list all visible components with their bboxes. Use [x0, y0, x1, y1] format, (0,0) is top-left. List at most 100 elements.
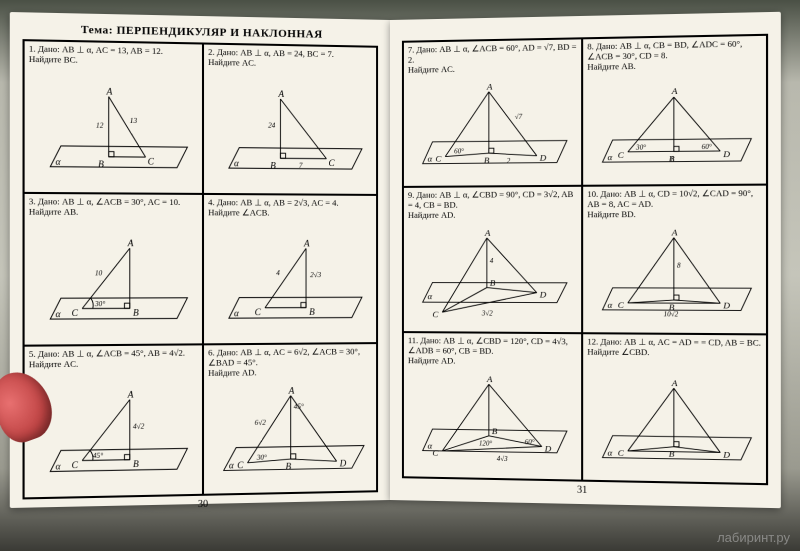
problem-find: Найдите AC. [29, 358, 78, 369]
problem-text: 8. Дано: AB ⊥ α, CB = BD, ∠ADC = 60°, ∠A… [587, 39, 761, 79]
svg-text:A: A [127, 238, 134, 248]
svg-text:45°: 45° [294, 403, 304, 411]
svg-text:C: C [255, 307, 262, 317]
diagram-3: A B C α 10 30° [29, 234, 198, 341]
svg-text:60°: 60° [525, 439, 535, 446]
svg-text:A: A [486, 374, 493, 384]
problem-text: 11. Дано: AB ⊥ α, ∠CBD = 120°, CD = 4√3,… [408, 336, 577, 374]
svg-text:A: A [671, 227, 678, 237]
svg-text:A: A [127, 389, 134, 399]
svg-text:2: 2 [507, 158, 511, 165]
svg-text:B: B [669, 448, 675, 458]
svg-text:4√2: 4√2 [133, 422, 145, 430]
problem-cell-7: 7. Дано: AB ⊥ α, ∠ACB = 60°, AD = √7, BD… [403, 38, 582, 187]
svg-text:120°: 120° [479, 440, 492, 447]
svg-text:α: α [428, 154, 433, 164]
book-spread: Тема: ПЕРПЕНДИКУЛЯР И НАКЛОННАЯ 1. Дано:… [20, 20, 780, 500]
problem-num: 1. [29, 43, 36, 53]
problem-cell-4: 4. Дано: AB ⊥ α, AB = 2√3, AC = 4. Найди… [203, 194, 377, 344]
diagram-5: A B C α 4√2 45° [29, 385, 198, 494]
svg-text:α: α [229, 460, 234, 470]
diagram-4: A B C α 4 2√3 [208, 235, 372, 341]
problem-find: Найдите AD. [208, 367, 256, 378]
svg-text:A: A [484, 228, 491, 238]
problem-given: Дано: AB ⊥ α, ∠CBD = 90°, CD = 3√2, AB =… [408, 189, 573, 210]
svg-text:α: α [608, 300, 613, 310]
problem-find: Найдите AD. [408, 355, 455, 365]
problem-text: 10. Дано: AB ⊥ α, CD = 10√2, ∠CAD = 90°,… [587, 189, 761, 227]
svg-text:24: 24 [268, 122, 276, 130]
svg-text:α: α [56, 309, 61, 319]
diagram-11: A B C D α 120° 60° 4√3 [408, 372, 577, 476]
diagram-6: A B C D α 6√2 30° 45° [208, 383, 372, 490]
problem-num: 2. [208, 47, 215, 57]
svg-text:D: D [539, 290, 547, 300]
problem-num: 12. [587, 336, 598, 346]
problems-grid-right: 7. Дано: AB ⊥ α, ∠ACB = 60°, AD = √7, BD… [402, 34, 768, 485]
svg-text:7: 7 [299, 162, 303, 170]
problem-find: Найдите ∠ACB. [208, 207, 269, 217]
svg-text:30°: 30° [94, 300, 106, 308]
svg-text:8: 8 [677, 263, 681, 270]
problem-cell-11: 11. Дано: AB ⊥ α, ∠CBD = 120°, CD = 4√3,… [403, 332, 582, 481]
problem-given: Дано: AB ⊥ α, AC = 6√2, ∠ACB = 30°, ∠BAD… [208, 346, 360, 367]
problem-cell-2: 2. Дано: AB ⊥ α, AB = 24, BC = 7. Найдит… [203, 44, 377, 195]
problem-find: Найдите ∠CBD. [587, 346, 649, 357]
problem-text: 4. Дано: AB ⊥ α, AB = 2√3, AC = 4. Найди… [208, 198, 372, 235]
svg-text:4: 4 [276, 269, 280, 277]
problem-num: 9. [408, 190, 414, 200]
svg-text:4: 4 [490, 258, 494, 265]
problem-cell-6: 6. Дано: AB ⊥ α, AC = 6√2, ∠ACB = 30°, ∠… [203, 343, 377, 495]
svg-text:10√2: 10√2 [664, 310, 679, 318]
svg-text:C: C [618, 448, 624, 458]
svg-text:C: C [72, 308, 79, 318]
problem-cell-9: 9. Дано: AB ⊥ α, ∠CBD = 90°, CD = 3√2, A… [403, 186, 582, 333]
svg-text:C: C [618, 300, 624, 310]
svg-text:B: B [133, 307, 139, 317]
problem-num: 6. [208, 347, 215, 357]
svg-text:B: B [270, 160, 276, 170]
problem-given: Дано: AB ⊥ α, CB = BD, ∠ADC = 60°, ∠ACB … [587, 38, 742, 61]
svg-text:45°: 45° [93, 452, 103, 460]
diagram-8: A B C D α 8 30° 60° [587, 76, 761, 181]
svg-text:2√3: 2√3 [310, 271, 321, 279]
problem-num: 10. [587, 189, 598, 199]
problem-cell-1: 1. Дано: AB ⊥ α, AC = 13, AB = 12. Найди… [24, 40, 203, 194]
svg-text:60°: 60° [702, 144, 712, 151]
chapter-title: Тема: ПЕРПЕНДИКУЛЯР И НАКЛОННАЯ [23, 23, 379, 42]
diagram-1: A B C α 12 13 [29, 82, 198, 190]
svg-text:A: A [106, 86, 113, 96]
problem-num: 8. [587, 41, 594, 51]
svg-text:C: C [432, 309, 438, 319]
svg-text:D: D [722, 449, 730, 459]
problem-text: 12. Дано: AB ⊥ α, AC = AD = = CD, AB = B… [587, 337, 761, 375]
problem-find: Найдите BD. [587, 208, 635, 218]
watermark-text: лабиринт.ру [717, 530, 790, 545]
problem-find: Найдите AD. [408, 209, 455, 219]
svg-text:α: α [428, 441, 433, 451]
svg-text:C: C [432, 448, 438, 458]
svg-text:B: B [133, 459, 139, 469]
svg-text:D: D [722, 300, 730, 310]
svg-text:10: 10 [95, 269, 103, 277]
diagram-7: A B C D α √7 2 60° [408, 79, 577, 183]
problem-text: 6. Дано: AB ⊥ α, AC = 6√2, ∠ACB = 30°, ∠… [208, 347, 372, 385]
problem-text: 1. Дано: AB ⊥ α, AC = 13, AB = 12. Найди… [29, 44, 198, 84]
svg-text:C: C [618, 150, 624, 160]
svg-text:B: B [484, 155, 490, 165]
problem-text: 7. Дано: AB ⊥ α, ∠ACB = 60°, AD = √7, BD… [408, 42, 577, 81]
svg-text:B: B [309, 307, 315, 317]
svg-text:B: B [492, 426, 498, 436]
svg-text:α: α [56, 157, 61, 167]
svg-text:D: D [722, 149, 730, 159]
svg-text:4√3: 4√3 [497, 455, 508, 463]
problem-cell-10: 10. Дано: AB ⊥ α, CD = 10√2, ∠CAD = 90°,… [582, 185, 767, 335]
svg-text:3√2: 3√2 [481, 309, 493, 317]
problem-given: Дано: AB ⊥ α, ∠ACB = 45°, AB = 4√2. [38, 348, 185, 359]
svg-text:60°: 60° [454, 148, 464, 155]
svg-text:B: B [98, 159, 104, 169]
svg-text:A: A [671, 378, 678, 388]
problem-cell-8: 8. Дано: AB ⊥ α, CB = BD, ∠ADC = 60°, ∠A… [582, 35, 767, 186]
svg-text:B: B [286, 461, 292, 471]
problem-num: 4. [208, 197, 215, 207]
